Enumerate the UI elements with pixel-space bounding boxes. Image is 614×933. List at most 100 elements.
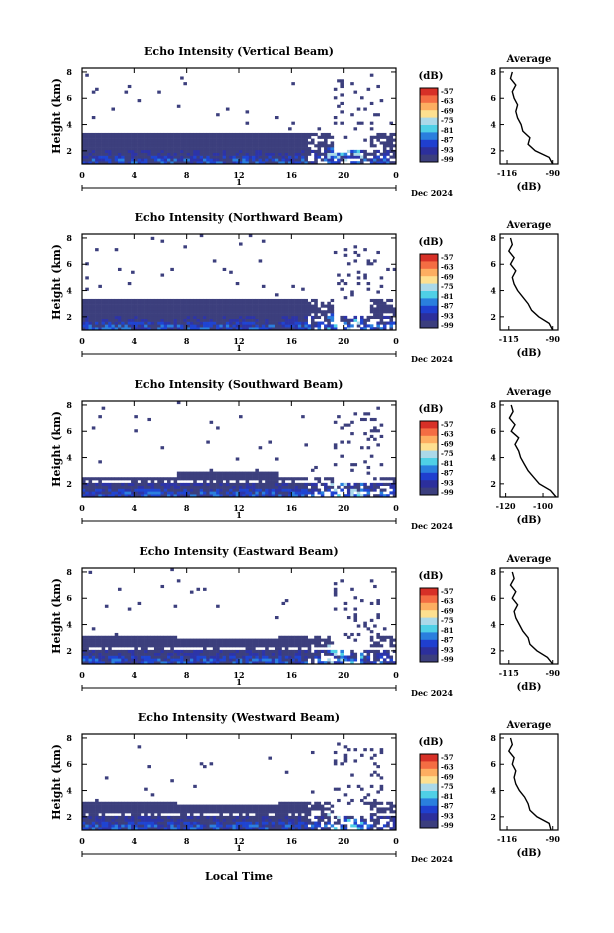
heatmap-cell <box>124 324 129 328</box>
colorbar-label: -93 <box>441 811 454 820</box>
heatmap-cell <box>288 315 292 319</box>
heatmap-cell <box>389 324 394 328</box>
heatmap-cell <box>219 152 223 156</box>
heatmap-cell <box>340 121 344 125</box>
heatmap-cell <box>134 655 138 659</box>
heatmap-cell <box>180 315 184 319</box>
heatmap-cell <box>186 307 191 311</box>
heatmap-cell <box>340 482 344 486</box>
heatmap-cell <box>232 824 237 828</box>
heatmap-cell <box>294 141 299 145</box>
heatmap-cell <box>360 315 364 319</box>
heatmap-cell <box>170 807 174 811</box>
heatmap-cell <box>369 601 374 605</box>
heatmap-cell <box>108 477 112 481</box>
heatmap-cell <box>203 321 207 325</box>
heatmap-cell <box>131 810 135 814</box>
avg-profile-line <box>509 71 554 165</box>
heatmap-cell <box>203 658 207 662</box>
heatmap-cell <box>127 824 132 828</box>
heatmap-cell <box>265 638 269 642</box>
heatmap-cell <box>268 480 273 484</box>
heatmap-cell <box>104 661 109 665</box>
heatmap-cell <box>310 298 315 303</box>
heatmap-cell <box>189 471 194 475</box>
heatmap-cell <box>268 155 273 159</box>
heatmap-cell <box>101 315 106 319</box>
heatmap-cell <box>127 638 132 642</box>
heatmap-cell <box>304 821 308 825</box>
heatmap-cell <box>82 815 86 819</box>
heatmap-cell <box>379 652 384 656</box>
heatmap-cell <box>301 161 305 165</box>
heatmap-cell <box>288 155 292 159</box>
heatmap-cell <box>153 652 158 656</box>
heatmap-cell <box>343 321 348 325</box>
heatmap-cell <box>209 155 214 159</box>
heatmap-cell <box>261 239 266 243</box>
heatmap-cell <box>108 298 112 303</box>
heatmap-cell <box>320 807 325 811</box>
heatmap-cell <box>278 161 282 165</box>
heatmap-cell <box>360 417 364 422</box>
heatmap-cell <box>340 84 344 89</box>
heatmap-cell <box>242 321 246 325</box>
heatmap-cell <box>271 824 276 828</box>
heatmap-cell <box>88 301 93 305</box>
heatmap-cell <box>304 477 308 481</box>
heatmap-cell <box>379 99 384 103</box>
heatmap-cell <box>291 638 295 642</box>
heatmap-cell <box>291 158 295 162</box>
heatmap-cell <box>248 804 253 808</box>
heatmap-cell <box>163 641 168 645</box>
heatmap-cell <box>284 815 289 819</box>
heatmap-cell <box>209 298 214 303</box>
heatmap-cell <box>337 821 341 825</box>
heatmap-cell <box>271 655 276 659</box>
heatmap-cell <box>373 429 377 433</box>
heatmap-cell <box>320 827 325 831</box>
heatmap-cell <box>199 810 204 814</box>
heatmap-cell <box>88 661 93 665</box>
heatmap-cell <box>363 152 367 156</box>
heatmap-cell <box>91 144 96 148</box>
heatmap-cell <box>137 152 142 156</box>
heatmap-cell <box>222 471 227 475</box>
heatmap-cell <box>108 158 112 162</box>
heatmap-cell <box>98 138 102 142</box>
heatmap-cell <box>225 827 230 831</box>
heatmap-cell <box>310 307 315 311</box>
heatmap-cell <box>114 324 119 328</box>
heatmap-cell <box>252 652 256 656</box>
heatmap-cell <box>373 762 377 766</box>
heatmap-cell <box>245 313 250 317</box>
colorbar-label: -93 <box>441 311 454 320</box>
heatmap-cell <box>363 482 367 486</box>
heatmap-cell <box>317 635 322 639</box>
heatmap-cell <box>379 635 384 639</box>
heatmap-cell <box>88 652 93 656</box>
heatmap-cell <box>310 491 315 495</box>
heatmap-cell <box>242 824 246 828</box>
heatmap-cell <box>219 318 223 322</box>
heatmap-cell <box>209 644 214 648</box>
heatmap-cell <box>301 318 305 322</box>
heatmap-cell <box>189 644 194 648</box>
heatmap-cell <box>144 801 148 805</box>
heatmap-cell <box>268 818 273 822</box>
heatmap-cell <box>337 485 341 489</box>
heatmap-cell <box>111 149 116 153</box>
heatmap-cell <box>294 804 299 808</box>
heatmap-cell <box>95 318 99 322</box>
heatmap-cell <box>373 152 377 156</box>
heatmap-cell <box>167 135 171 139</box>
y-tick-label: 4 <box>66 286 72 296</box>
heatmap-cell <box>268 315 273 319</box>
heatmap-cell <box>382 810 387 814</box>
heatmap-cell <box>301 144 305 148</box>
heatmap-cell <box>176 307 181 311</box>
heatmap-cell <box>346 149 351 153</box>
heatmap-cell <box>314 144 318 148</box>
heatmap-cell <box>150 324 155 328</box>
heatmap-cell <box>176 318 181 322</box>
